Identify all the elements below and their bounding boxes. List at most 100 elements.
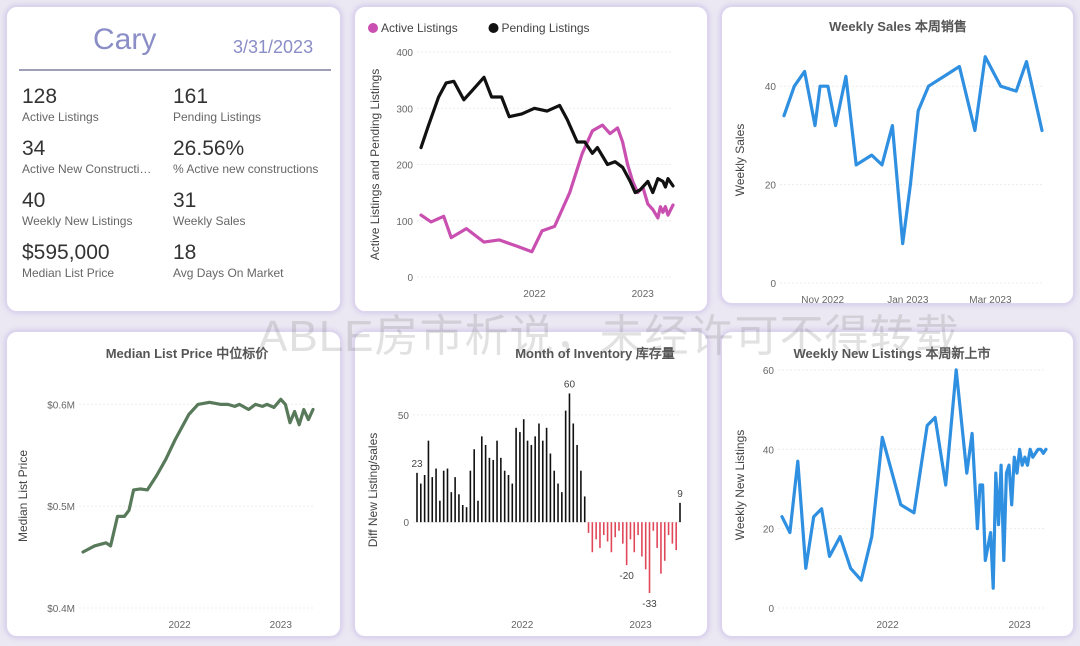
listings-chart-card: 0 100 200 300 400 2022 2023 Active Listings and… xyxy=(353,5,709,313)
bar xyxy=(557,483,559,523)
y-tick-label: 0 xyxy=(768,604,774,615)
kpi-active-new-constructions: 34 Active New Constructions xyxy=(22,137,154,177)
bar xyxy=(576,444,578,523)
bar xyxy=(625,522,628,566)
new-listings-chart: 0 20 40 60 2022 2023 Weekly New Listings Weekly… xyxy=(733,346,1048,631)
y-tick-label: 100 xyxy=(396,217,413,228)
bar xyxy=(492,459,495,523)
bar xyxy=(618,522,620,531)
bar xyxy=(606,522,609,542)
kpi-label: Active New Constructions xyxy=(22,162,154,176)
bar xyxy=(580,470,582,523)
bar xyxy=(522,419,525,523)
report-date: 3/31/2023 xyxy=(233,37,314,57)
city-title: Cary xyxy=(93,23,157,56)
y-tick-label: 60 xyxy=(763,366,775,377)
chart-title: Median List Price 中位标价 xyxy=(106,346,270,361)
bar xyxy=(515,427,517,523)
y-tick-label: $0.5M xyxy=(47,502,75,513)
y-tick-label: 20 xyxy=(763,525,775,536)
bar xyxy=(465,507,468,523)
data-label: 9 xyxy=(677,489,683,500)
y-axis-label: Weekly New Listings xyxy=(733,430,747,540)
legend-label: Pending Listings xyxy=(502,21,590,35)
y-axis-label: Median List Price xyxy=(16,450,30,542)
chart-title: Weekly Sales 本周销售 xyxy=(829,19,967,34)
bar xyxy=(431,477,434,523)
x-tick-label: Mar 2023 xyxy=(969,295,1012,305)
kpi-value: 31 xyxy=(173,189,197,212)
legend-label: Active Listings xyxy=(381,21,458,35)
median-price-chart: $0.4M $0.5M $0.6M 2022 2023 Median List Price… xyxy=(16,346,315,631)
bar xyxy=(473,449,475,523)
y-axis-label: Active Listings and Pending Listings xyxy=(368,69,382,260)
y-tick-label: 50 xyxy=(398,411,410,422)
y-tick-label: $0.4M xyxy=(47,604,75,615)
kpi-pending-listings: 161 Pending Listings xyxy=(173,85,323,125)
bar xyxy=(496,440,498,523)
y-tick-label: 0 xyxy=(403,518,409,529)
weekly-sales-chart: 0 20 40 Nov 2022 Jan 2023 Mar 2023 Weekly Sale… xyxy=(733,19,1044,305)
data-label: 23 xyxy=(411,459,423,470)
data-label: 60 xyxy=(564,379,576,390)
kpi-weekly-new-listings: 40 Weekly New Listings xyxy=(22,189,172,229)
series-line xyxy=(782,55,1044,246)
chart-title: Month of Inventory 库存量 xyxy=(515,346,675,361)
x-tick-label: Nov 2022 xyxy=(801,295,844,305)
x-tick-label: 2023 xyxy=(1008,620,1031,631)
bar xyxy=(602,522,605,536)
bar xyxy=(519,432,521,523)
series-line xyxy=(780,368,1048,590)
kpi-label: Median List Price xyxy=(22,266,115,280)
inventory-chart: 0 50 2022 2023 Diff New Listing/sales Month o… xyxy=(366,346,683,631)
y-tick-label: 0 xyxy=(407,273,413,284)
x-tick-label: 2022 xyxy=(168,620,191,631)
bar xyxy=(442,470,445,523)
bar xyxy=(538,423,540,523)
bar xyxy=(534,436,536,523)
kpi-value: 18 xyxy=(173,241,197,264)
bar xyxy=(656,522,658,548)
kpi-label: Weekly New Listings xyxy=(22,214,133,228)
y-tick-label: 40 xyxy=(763,445,775,456)
legend-marker xyxy=(488,23,499,33)
y-tick-label: 0 xyxy=(770,279,776,290)
bar xyxy=(587,522,590,533)
bar xyxy=(572,423,575,523)
bar xyxy=(458,494,460,523)
bar xyxy=(614,522,617,538)
bar xyxy=(679,502,681,523)
bar xyxy=(633,522,636,553)
bar xyxy=(420,483,422,523)
kpi-value: 26.56% xyxy=(173,137,245,160)
bar xyxy=(439,500,441,523)
bar xyxy=(500,457,502,523)
bar xyxy=(477,500,479,523)
data-label: -33 xyxy=(642,599,657,610)
bar xyxy=(568,393,571,523)
bar xyxy=(511,483,514,523)
y-tick-label: 20 xyxy=(765,181,777,192)
bar xyxy=(561,492,563,523)
bar xyxy=(450,492,453,523)
kpi-value: 34 xyxy=(22,137,46,160)
x-tick-label: 2023 xyxy=(270,620,293,631)
kpi-value: 128 xyxy=(22,85,58,108)
bar xyxy=(610,522,613,553)
bar xyxy=(671,522,674,544)
bar xyxy=(503,470,506,523)
kpi-label: Pending Listings xyxy=(173,110,262,124)
kpi-avg-days-on-market: 18 Avg Days On Market xyxy=(173,241,323,281)
y-tick-label: 400 xyxy=(396,48,413,59)
kpi-label: Weekly Sales xyxy=(173,214,246,228)
bar xyxy=(454,477,456,523)
bar xyxy=(461,505,464,523)
y-tick-label: 200 xyxy=(396,161,413,172)
kpi-weekly-sales: 31 Weekly Sales xyxy=(173,189,323,229)
new-listings-card: 0 20 40 60 2022 2023 Weekly New Listings Weekly… xyxy=(720,330,1075,638)
x-tick-label: 2023 xyxy=(629,620,652,631)
median-price-card: $0.4M $0.5M $0.6M 2022 2023 Median List Price… xyxy=(5,330,342,638)
weekly-sales-card: 0 20 40 Nov 2022 Jan 2023 Mar 2023 Weekly Sale… xyxy=(720,5,1075,305)
data-label: -20 xyxy=(619,571,634,582)
bar xyxy=(663,522,666,561)
